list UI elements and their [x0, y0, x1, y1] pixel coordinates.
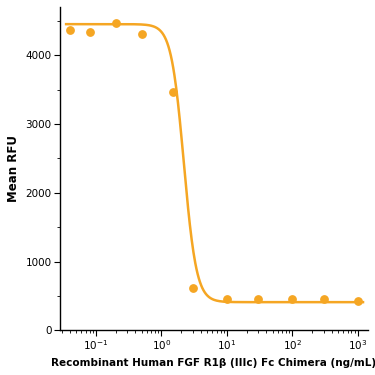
Point [67, 27, 73, 33]
Point [224, 296, 230, 302]
Point [190, 285, 196, 291]
Point [321, 296, 327, 302]
Point [112, 21, 118, 27]
Point [139, 31, 145, 37]
Point [170, 88, 176, 94]
Point [87, 29, 93, 35]
Point [290, 296, 296, 302]
Point [255, 296, 261, 302]
X-axis label: Recombinant Human FGF R1β (IIIc) Fc Chimera (ng/mL): Recombinant Human FGF R1β (IIIc) Fc Chim… [51, 358, 375, 368]
Y-axis label: Mean RFU: Mean RFU [7, 135, 20, 202]
Point [355, 298, 361, 304]
